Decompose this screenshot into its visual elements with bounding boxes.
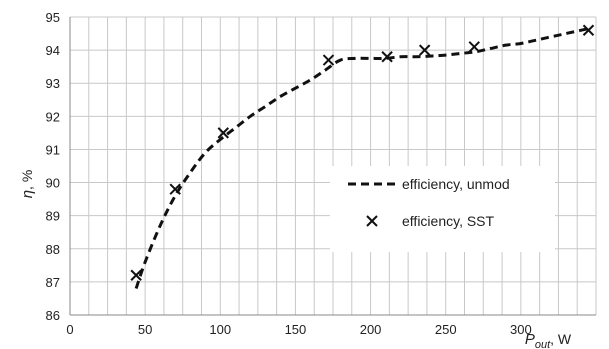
y-tick-label: 92: [46, 109, 60, 124]
x-axis-symbol: P: [525, 331, 535, 348]
series-efficiency-sst-point: [169, 183, 181, 195]
legend: efficiency, unmod efficiency, SST: [330, 166, 555, 252]
y-tick-label: 90: [46, 176, 60, 191]
x-tick-label: 200: [360, 322, 382, 337]
x-axis-unit: , W: [550, 331, 572, 347]
series-efficiency-sst-point: [381, 51, 393, 63]
x-tick-label: 300: [510, 322, 532, 337]
y-tick-labels: 86 87 88 89 90 91 92 93 94 95: [46, 10, 60, 323]
legend-unmod-label: efficiency, unmod: [402, 176, 510, 192]
plot-area: [130, 24, 595, 289]
legend-background: [330, 166, 555, 252]
x-tick-label: 100: [209, 322, 231, 337]
series-efficiency-sst-point: [582, 24, 595, 36]
x-tick-label: 250: [435, 322, 457, 337]
y-axis-title: η, %: [19, 170, 36, 199]
x-axis-subscript: out: [535, 339, 551, 349]
series-efficiency-sst-point: [322, 54, 335, 66]
y-tick-label: 95: [46, 10, 60, 25]
legend-sst-marker: [366, 215, 378, 227]
x-tick-label: 50: [138, 322, 152, 337]
y-tick-label: 89: [46, 209, 60, 224]
x-tick-labels: 0 50 100 150 200 250 300: [66, 322, 531, 337]
series-efficiency-sst-point: [217, 127, 229, 139]
x-axis-title: Pout, W: [525, 331, 572, 349]
series-efficiency-sst-point: [418, 44, 431, 56]
y-tick-label: 91: [46, 142, 60, 157]
x-tick-label: 0: [66, 322, 73, 337]
series-efficiency-sst-point: [130, 269, 142, 281]
y-tick-label: 87: [46, 275, 60, 290]
axes: [69, 17, 596, 316]
y-tick-label: 93: [46, 76, 60, 91]
y-tick-label: 88: [46, 242, 60, 257]
series-efficiency-unmod-line: [134, 27, 589, 289]
series-efficiency-sst-point: [468, 41, 480, 53]
y-tick-label: 94: [46, 43, 60, 58]
y-tick-label: 86: [46, 308, 60, 323]
legend-sst-label: efficiency, SST: [402, 213, 495, 229]
x-tick-label: 150: [285, 322, 307, 337]
y-axis-symbol: η: [19, 190, 36, 198]
y-axis-unit: , %: [19, 170, 35, 190]
